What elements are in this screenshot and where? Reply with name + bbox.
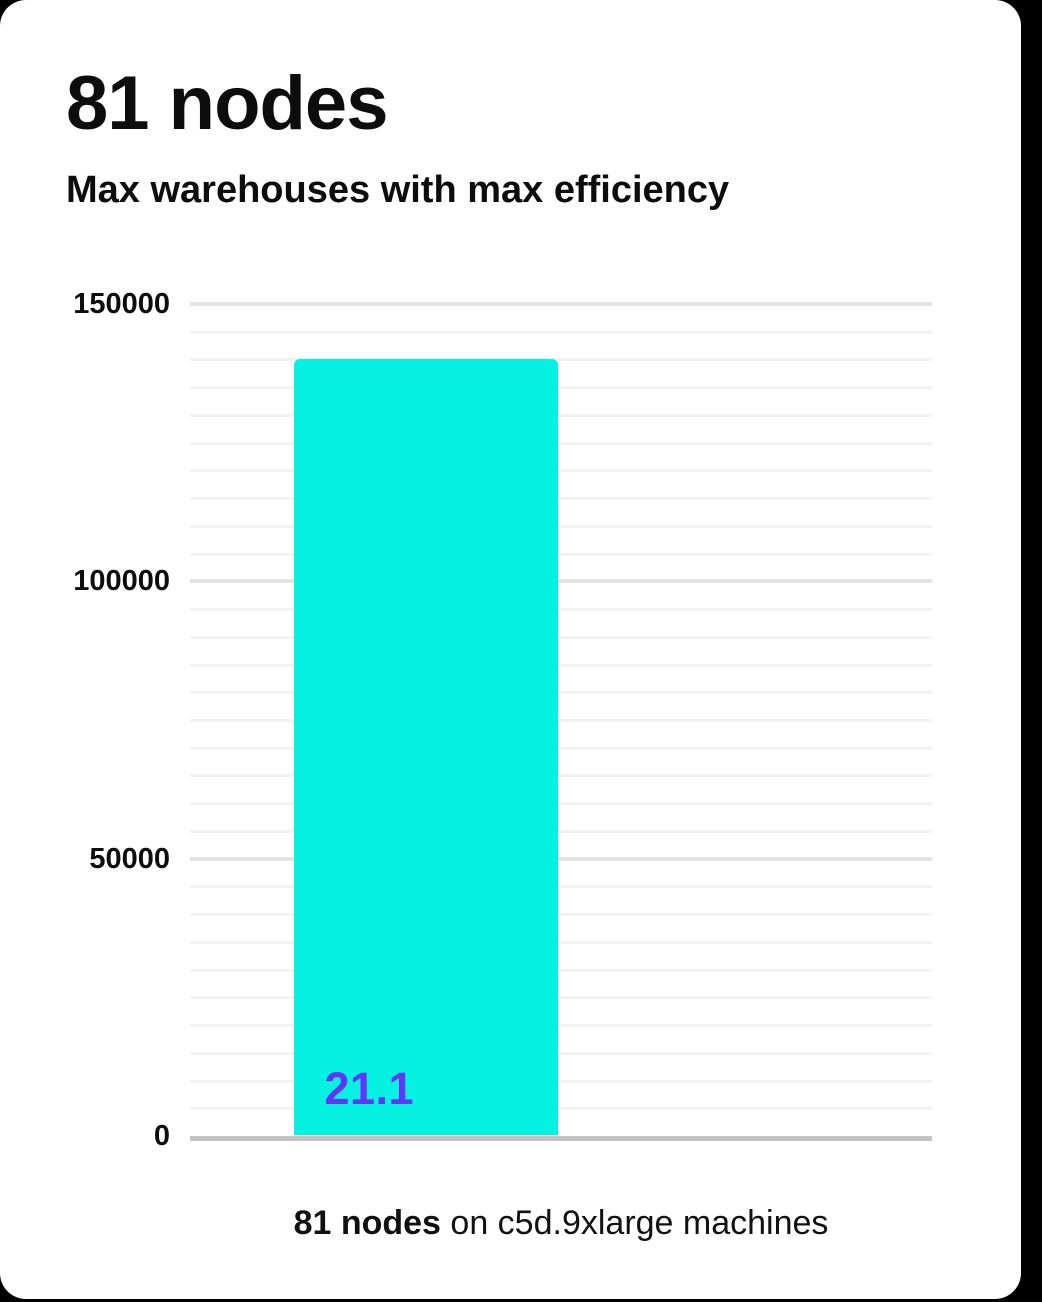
y-tick-label-100000: 100000 (73, 565, 170, 598)
minor-gridline-115000 (190, 497, 932, 501)
minor-gridline-140000 (190, 358, 932, 362)
minor-gridline-65000 (190, 774, 932, 778)
y-tick-label-0: 0 (153, 1120, 170, 1152)
major-gridline-50000 (190, 856, 932, 861)
minor-gridline-90000 (190, 635, 932, 639)
minor-gridline-85000 (190, 663, 932, 667)
minor-gridline-25000 (190, 996, 932, 1000)
minor-gridline-5000 (190, 1107, 932, 1111)
caption: 81 nodes on c5d.9xlarge machines (190, 1198, 932, 1249)
minor-gridline-35000 (190, 940, 932, 944)
minor-gridline-40000 (190, 913, 932, 917)
chart-card: 81 nodes Max warehouses with max efficie… (0, 0, 1021, 1299)
minor-gridline-55000 (190, 829, 932, 833)
caption-bold-text: 81 nodes (293, 1204, 441, 1242)
minor-gridline-70000 (190, 746, 932, 750)
minor-gridline-120000 (190, 469, 932, 473)
minor-gridline-125000 (190, 441, 932, 445)
minor-gridline-75000 (190, 719, 932, 722)
bar-2 (293, 359, 558, 1135)
minor-gridline-30000 (190, 968, 932, 972)
y-tick-label-150000: 150000 (73, 288, 170, 320)
subheadline: Max warehouses with max efficiency (66, 169, 730, 211)
major-gridline-100000 (190, 579, 932, 584)
headline: 81 nodes (66, 61, 388, 146)
minor-gridline-60000 (190, 802, 932, 806)
minor-gridline-10000 (190, 1079, 932, 1083)
minor-gridline-80000 (190, 691, 932, 695)
x-axis-line (190, 1136, 932, 1141)
caption-rest-text: on c5d.9xlarge machines (440, 1204, 829, 1242)
minor-gridline-95000 (190, 608, 932, 612)
minor-gridline-110000 (190, 524, 932, 528)
y-tick-label-50000: 50000 (89, 842, 170, 875)
minor-gridline-15000 (190, 1051, 932, 1055)
minor-gridline-20000 (190, 1024, 932, 1028)
minor-gridline-105000 (190, 552, 932, 556)
minor-gridline-130000 (190, 413, 932, 417)
minor-gridline-135000 (190, 386, 932, 390)
bar-2-data-label: 21.1 (324, 1063, 415, 1114)
minor-gridline-145000 (190, 330, 932, 334)
minor-gridline-45000 (190, 885, 932, 889)
major-gridline-150000 (190, 302, 932, 306)
